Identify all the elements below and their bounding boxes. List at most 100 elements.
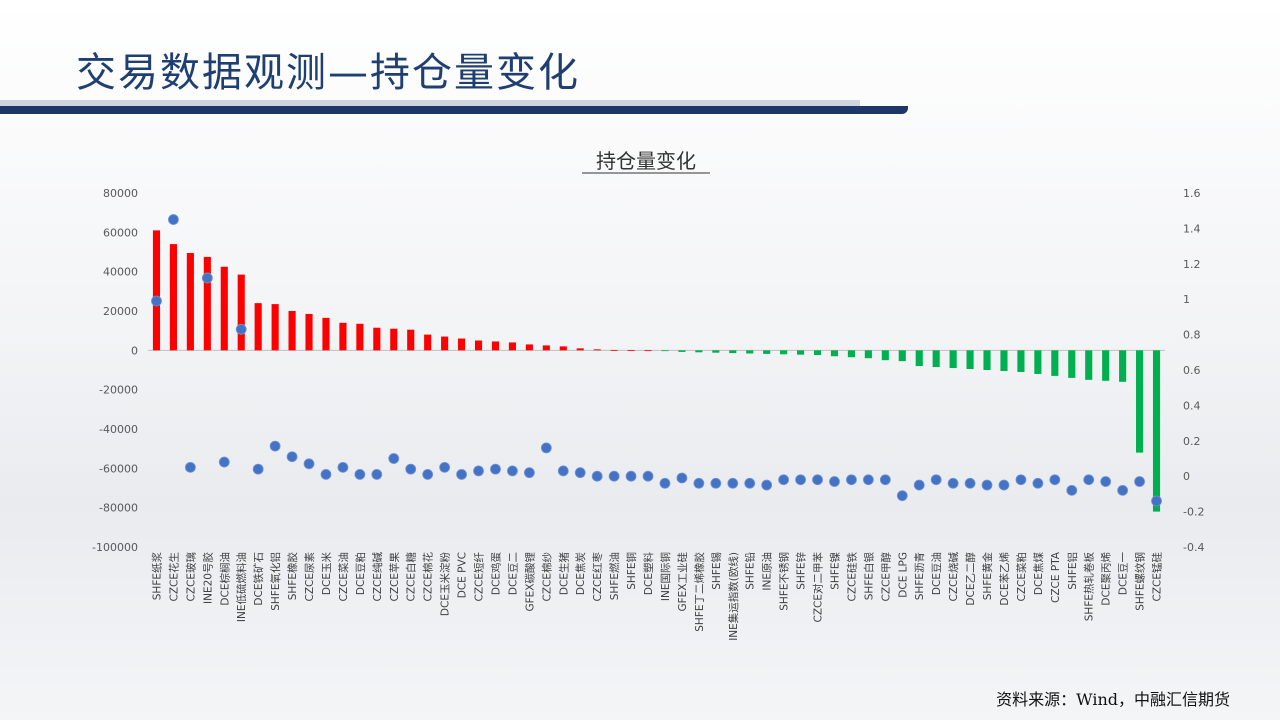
chart-title-group: 持仓量变化 — [582, 149, 710, 174]
bar-51 — [1000, 350, 1008, 371]
category-label: CZCE花生 — [167, 552, 180, 602]
dot-38 — [778, 474, 790, 486]
category-label: SHFE纸浆 — [150, 552, 163, 601]
bar-13 — [356, 323, 364, 351]
category-label: INE原油 — [761, 552, 774, 591]
dot-22 — [507, 465, 518, 477]
dot-32 — [676, 472, 688, 484]
right-tick-label: 1.6 — [1183, 187, 1201, 200]
category-label: CZCE硅铁 — [845, 552, 858, 602]
bar-53 — [1034, 350, 1042, 374]
category-label: DCE玉米 — [320, 552, 333, 596]
category-label: CZCE对二甲苯 — [812, 552, 825, 623]
bar-34 — [712, 350, 720, 353]
bar-46 — [915, 350, 923, 367]
dot-33 — [693, 477, 705, 489]
category-label: CZCE菜油 — [337, 552, 350, 602]
dot-16 — [405, 463, 417, 475]
dot-29 — [625, 470, 637, 482]
bar-49 — [966, 350, 974, 370]
bar-41 — [830, 350, 839, 357]
dot-5 — [218, 456, 230, 468]
bar-11 — [322, 317, 330, 351]
bar-14 — [373, 327, 381, 351]
left-tick-label: -80000 — [99, 502, 138, 515]
dot-12 — [337, 461, 349, 473]
bar-10 — [305, 313, 313, 351]
bar-5 — [220, 266, 228, 351]
dot-53 — [1032, 477, 1044, 489]
category-label: CZCE玻璃 — [184, 552, 197, 602]
category-label: DCE玉米淀粉 — [439, 552, 452, 617]
bar-44 — [881, 350, 889, 361]
bar-43 — [864, 350, 872, 359]
category-label: DCE乙二醇 — [964, 552, 977, 606]
dot-47 — [930, 474, 942, 486]
dot-28 — [608, 470, 620, 482]
left-tick-label: 40000 — [103, 266, 138, 279]
source-note: 资料来源：Wind，中融汇信期货 — [996, 690, 1230, 709]
dot-52 — [1015, 474, 1027, 486]
bar-15 — [390, 328, 398, 351]
dot-40 — [812, 474, 823, 486]
dot-10 — [303, 458, 315, 470]
category-label: DCE聚丙烯 — [1100, 552, 1113, 606]
bar-40 — [813, 350, 822, 356]
category-label: CZCE短纤 — [473, 552, 486, 602]
bar-4 — [203, 256, 211, 351]
category-label: DCE豆粕 — [354, 552, 367, 595]
category-label: SHFE锌 — [795, 552, 808, 590]
dot-50 — [981, 479, 993, 491]
category-label: CZCE锰硅 — [1151, 552, 1164, 602]
dot-6 — [235, 323, 247, 335]
category-label: INE低硫燃料油 — [235, 552, 248, 622]
bar-48 — [949, 350, 957, 369]
category-label: CZCE烧碱 — [947, 552, 960, 602]
bar-52 — [1017, 350, 1025, 372]
dot-60 — [1151, 495, 1162, 507]
category-label: SHFE铝 — [1066, 552, 1079, 590]
bar-37 — [763, 350, 771, 354]
bar-54 — [1051, 350, 1059, 376]
category-label: DCE焦煤 — [1032, 552, 1045, 596]
category-label: DCE苯乙烯 — [998, 552, 1011, 606]
bar-25 — [559, 346, 567, 351]
bar-31 — [661, 350, 669, 352]
bar-60 — [1152, 350, 1161, 512]
right-tick-label: 0.4 — [1183, 399, 1201, 412]
category-label: SHFE燃油 — [608, 552, 621, 600]
bar-47 — [932, 350, 940, 368]
bar-9 — [288, 311, 296, 351]
left-tick-label: -100000 — [92, 541, 138, 554]
bar-59 — [1136, 350, 1144, 453]
right-tick-label: 0.2 — [1183, 435, 1201, 448]
dot-37 — [761, 479, 773, 491]
right-tick-label: -0.4 — [1183, 541, 1204, 554]
category-label: INE国际铜 — [660, 552, 672, 601]
bar-19 — [458, 338, 466, 351]
dot-43 — [862, 474, 874, 486]
dot-35 — [727, 477, 739, 489]
dot-8 — [269, 440, 281, 452]
bar-21 — [491, 341, 500, 351]
dot-41 — [829, 476, 840, 487]
category-label: CZCE纯碱 — [371, 552, 384, 602]
category-label: DCE豆油 — [930, 552, 943, 595]
dot-59 — [1134, 476, 1145, 487]
title-bar-highlight — [0, 100, 860, 106]
category-label: CZCE菜粕 — [1015, 552, 1028, 602]
category-label: SHFE镍 — [828, 552, 841, 590]
left-tick-label: -20000 — [99, 384, 138, 397]
dot-19 — [456, 469, 467, 480]
category-label: GFEX碳酸锂 — [523, 552, 536, 612]
dot-49 — [964, 477, 976, 489]
bar-7 — [254, 303, 262, 351]
bar-42 — [847, 350, 855, 358]
dot-46 — [913, 479, 925, 491]
category-label: DCE铁矿石 — [252, 552, 265, 606]
category-label: SHFE热轧卷板 — [1083, 552, 1096, 622]
dot-15 — [388, 453, 400, 464]
right-tick-label: 0 — [1183, 470, 1190, 483]
category-label: CZCE棉花 — [422, 552, 435, 602]
dot-2 — [168, 214, 179, 225]
